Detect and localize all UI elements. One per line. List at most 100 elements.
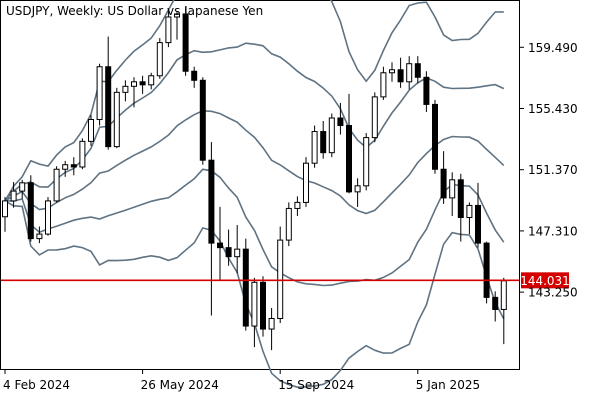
- band-middle: [4, 109, 505, 215]
- candle-body: [449, 179, 456, 199]
- candle-body: [79, 140, 86, 168]
- candle-body: [139, 81, 146, 86]
- candle-body: [199, 79, 206, 161]
- candle-body: [320, 131, 327, 154]
- current-price-label-bg: [521, 272, 569, 289]
- candle-body: [260, 281, 266, 330]
- candle-body: [191, 70, 198, 81]
- candle-body: [174, 13, 180, 18]
- candle: [53, 166, 60, 203]
- candle: [449, 172, 456, 216]
- candle: [10, 182, 17, 208]
- candle: [320, 121, 327, 159]
- candle: [165, 10, 172, 48]
- candle-body: [432, 103, 438, 170]
- candle: [251, 277, 258, 348]
- candle-body: [182, 13, 189, 72]
- candle: [234, 225, 241, 274]
- y-axis: 159.490 155.430 151.370 147.310 143.250: [519, 41, 578, 300]
- x-tick-label: 4 Feb 2024: [3, 378, 70, 392]
- candle: [457, 173, 464, 242]
- candle: [371, 92, 378, 143]
- candle-body: [53, 168, 60, 202]
- chart-title: USDJPY, Weekly: US Dollar vs Japanese Ye…: [6, 4, 264, 18]
- candle-body: [131, 81, 137, 87]
- candle: [363, 133, 370, 191]
- candle: [217, 206, 223, 281]
- candle: [113, 87, 120, 149]
- candle-body: [311, 131, 318, 164]
- x-tick-label: 26 May 2024: [141, 378, 219, 392]
- candle: [397, 57, 404, 88]
- candle-body: [423, 76, 430, 105]
- candle: [88, 114, 94, 146]
- candle: [19, 179, 26, 199]
- candle: [406, 56, 413, 90]
- candle-body: [414, 63, 421, 78]
- candle-body: [36, 233, 43, 240]
- candle-body: [363, 137, 370, 187]
- candle-body: [294, 201, 301, 209]
- candle: [414, 56, 421, 84]
- x-tick-label: 5 Jan 2025: [416, 378, 480, 392]
- candle-body: [62, 164, 69, 170]
- band-lower-1sd: [5, 168, 505, 287]
- candle: [475, 182, 481, 248]
- candle: [432, 99, 438, 174]
- candle-body: [337, 117, 344, 127]
- candle: [328, 113, 335, 158]
- candle-body: [371, 96, 378, 139]
- candle: [346, 93, 352, 194]
- candle-body: [105, 66, 112, 148]
- candle: [139, 75, 146, 94]
- candle: [389, 62, 395, 82]
- candle-body: [457, 179, 464, 218]
- candle: [337, 102, 344, 135]
- candle-body: [440, 168, 447, 199]
- candle: [174, 10, 180, 40]
- band-upper-1sd: [4, 42, 505, 202]
- candle: [148, 72, 155, 90]
- y-tick-label: 155.430: [528, 102, 578, 116]
- y-tick-label: 159.490: [528, 41, 578, 55]
- x-axis: 4 Feb 2024 26 May 2024 15 Sep 2024 5 Jan 20…: [3, 369, 480, 392]
- candle: [70, 157, 77, 176]
- candle: [96, 63, 103, 126]
- candle: [354, 178, 361, 207]
- candle-body: [122, 85, 129, 93]
- candle: [191, 66, 198, 88]
- candle: [131, 77, 137, 108]
- candle-body: [380, 72, 387, 98]
- candle-body: [466, 204, 473, 218]
- candle-body: [208, 159, 215, 244]
- candle-body: [406, 63, 413, 83]
- candle: [156, 38, 163, 79]
- y-tick-label: 151.370: [528, 163, 578, 177]
- candle: [268, 307, 275, 351]
- candle-body: [45, 200, 51, 235]
- candle: [62, 160, 69, 177]
- candle: [27, 175, 34, 242]
- candle-body: [251, 281, 258, 327]
- candle: [199, 77, 206, 165]
- candle-body: [268, 317, 275, 330]
- candle: [483, 241, 490, 304]
- candle-body: [70, 164, 77, 168]
- candle-body: [492, 296, 499, 310]
- candle: [182, 6, 189, 76]
- candle-body: [500, 280, 507, 310]
- candle-body: [328, 117, 335, 154]
- current-price-label: 144.031: [520, 274, 570, 288]
- candle-body: [389, 69, 395, 74]
- candle: [45, 197, 51, 236]
- candle-body: [475, 204, 481, 244]
- candle: [303, 157, 309, 207]
- candle: [122, 80, 129, 102]
- candle: [242, 238, 249, 331]
- candle-body: [285, 207, 292, 241]
- candle-body: [242, 248, 249, 327]
- candle-body: [234, 248, 241, 258]
- y-tick-label: 147.310: [528, 224, 578, 238]
